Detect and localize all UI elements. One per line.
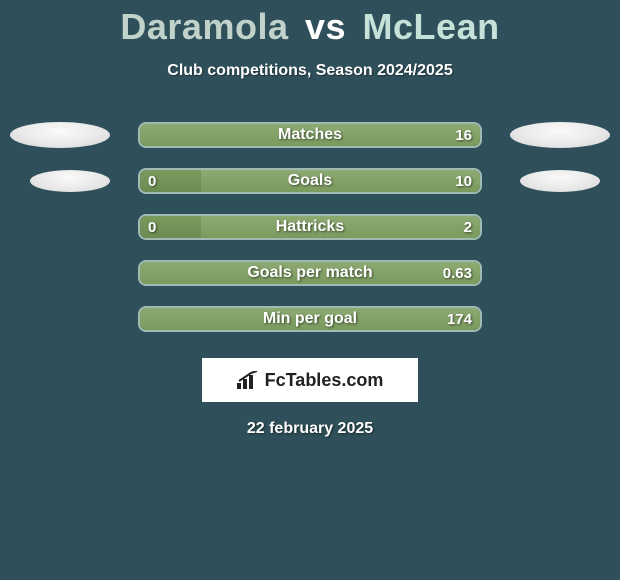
comparison-chart: Matches16 Goals010 Hattricks02 Goals per ma… (0, 112, 620, 342)
player1-badge (10, 122, 110, 148)
subtitle: Club competitions, Season 2024/2025 (0, 62, 620, 80)
stat-bar: Matches16 (138, 122, 482, 148)
fctables-logo[interactable]: FcTables.com (202, 358, 418, 402)
chart-icon (237, 371, 259, 389)
stat-bar: Goals per match0.63 (138, 260, 482, 286)
stat-bar: Goals010 (138, 168, 482, 194)
title-player1: Daramola (120, 6, 288, 47)
stat-row: Min per goal174 (0, 296, 620, 342)
player2-badge (520, 170, 600, 192)
bar-fill-player1 (140, 170, 201, 192)
bar-fill-player2 (201, 216, 480, 238)
title-vs: vs (305, 6, 346, 47)
bar-fill-player1 (140, 216, 201, 238)
player1-badge (30, 170, 110, 192)
bar-fill-player2 (140, 262, 480, 284)
title-player2: McLean (363, 6, 500, 47)
page-title: Daramola vs McLean (0, 0, 620, 48)
stat-row: Hattricks02 (0, 204, 620, 250)
bar-fill-player2 (201, 170, 480, 192)
bar-fill-player2 (140, 308, 480, 330)
stat-row: Goals010 (0, 158, 620, 204)
date-text: 22 february 2025 (0, 420, 620, 438)
stat-row: Matches16 (0, 112, 620, 158)
stat-row: Goals per match0.63 (0, 250, 620, 296)
bar-fill-player2 (140, 124, 480, 146)
stat-bar: Min per goal174 (138, 306, 482, 332)
logo-text: FcTables.com (265, 370, 384, 391)
player2-badge (510, 122, 610, 148)
stat-bar: Hattricks02 (138, 214, 482, 240)
